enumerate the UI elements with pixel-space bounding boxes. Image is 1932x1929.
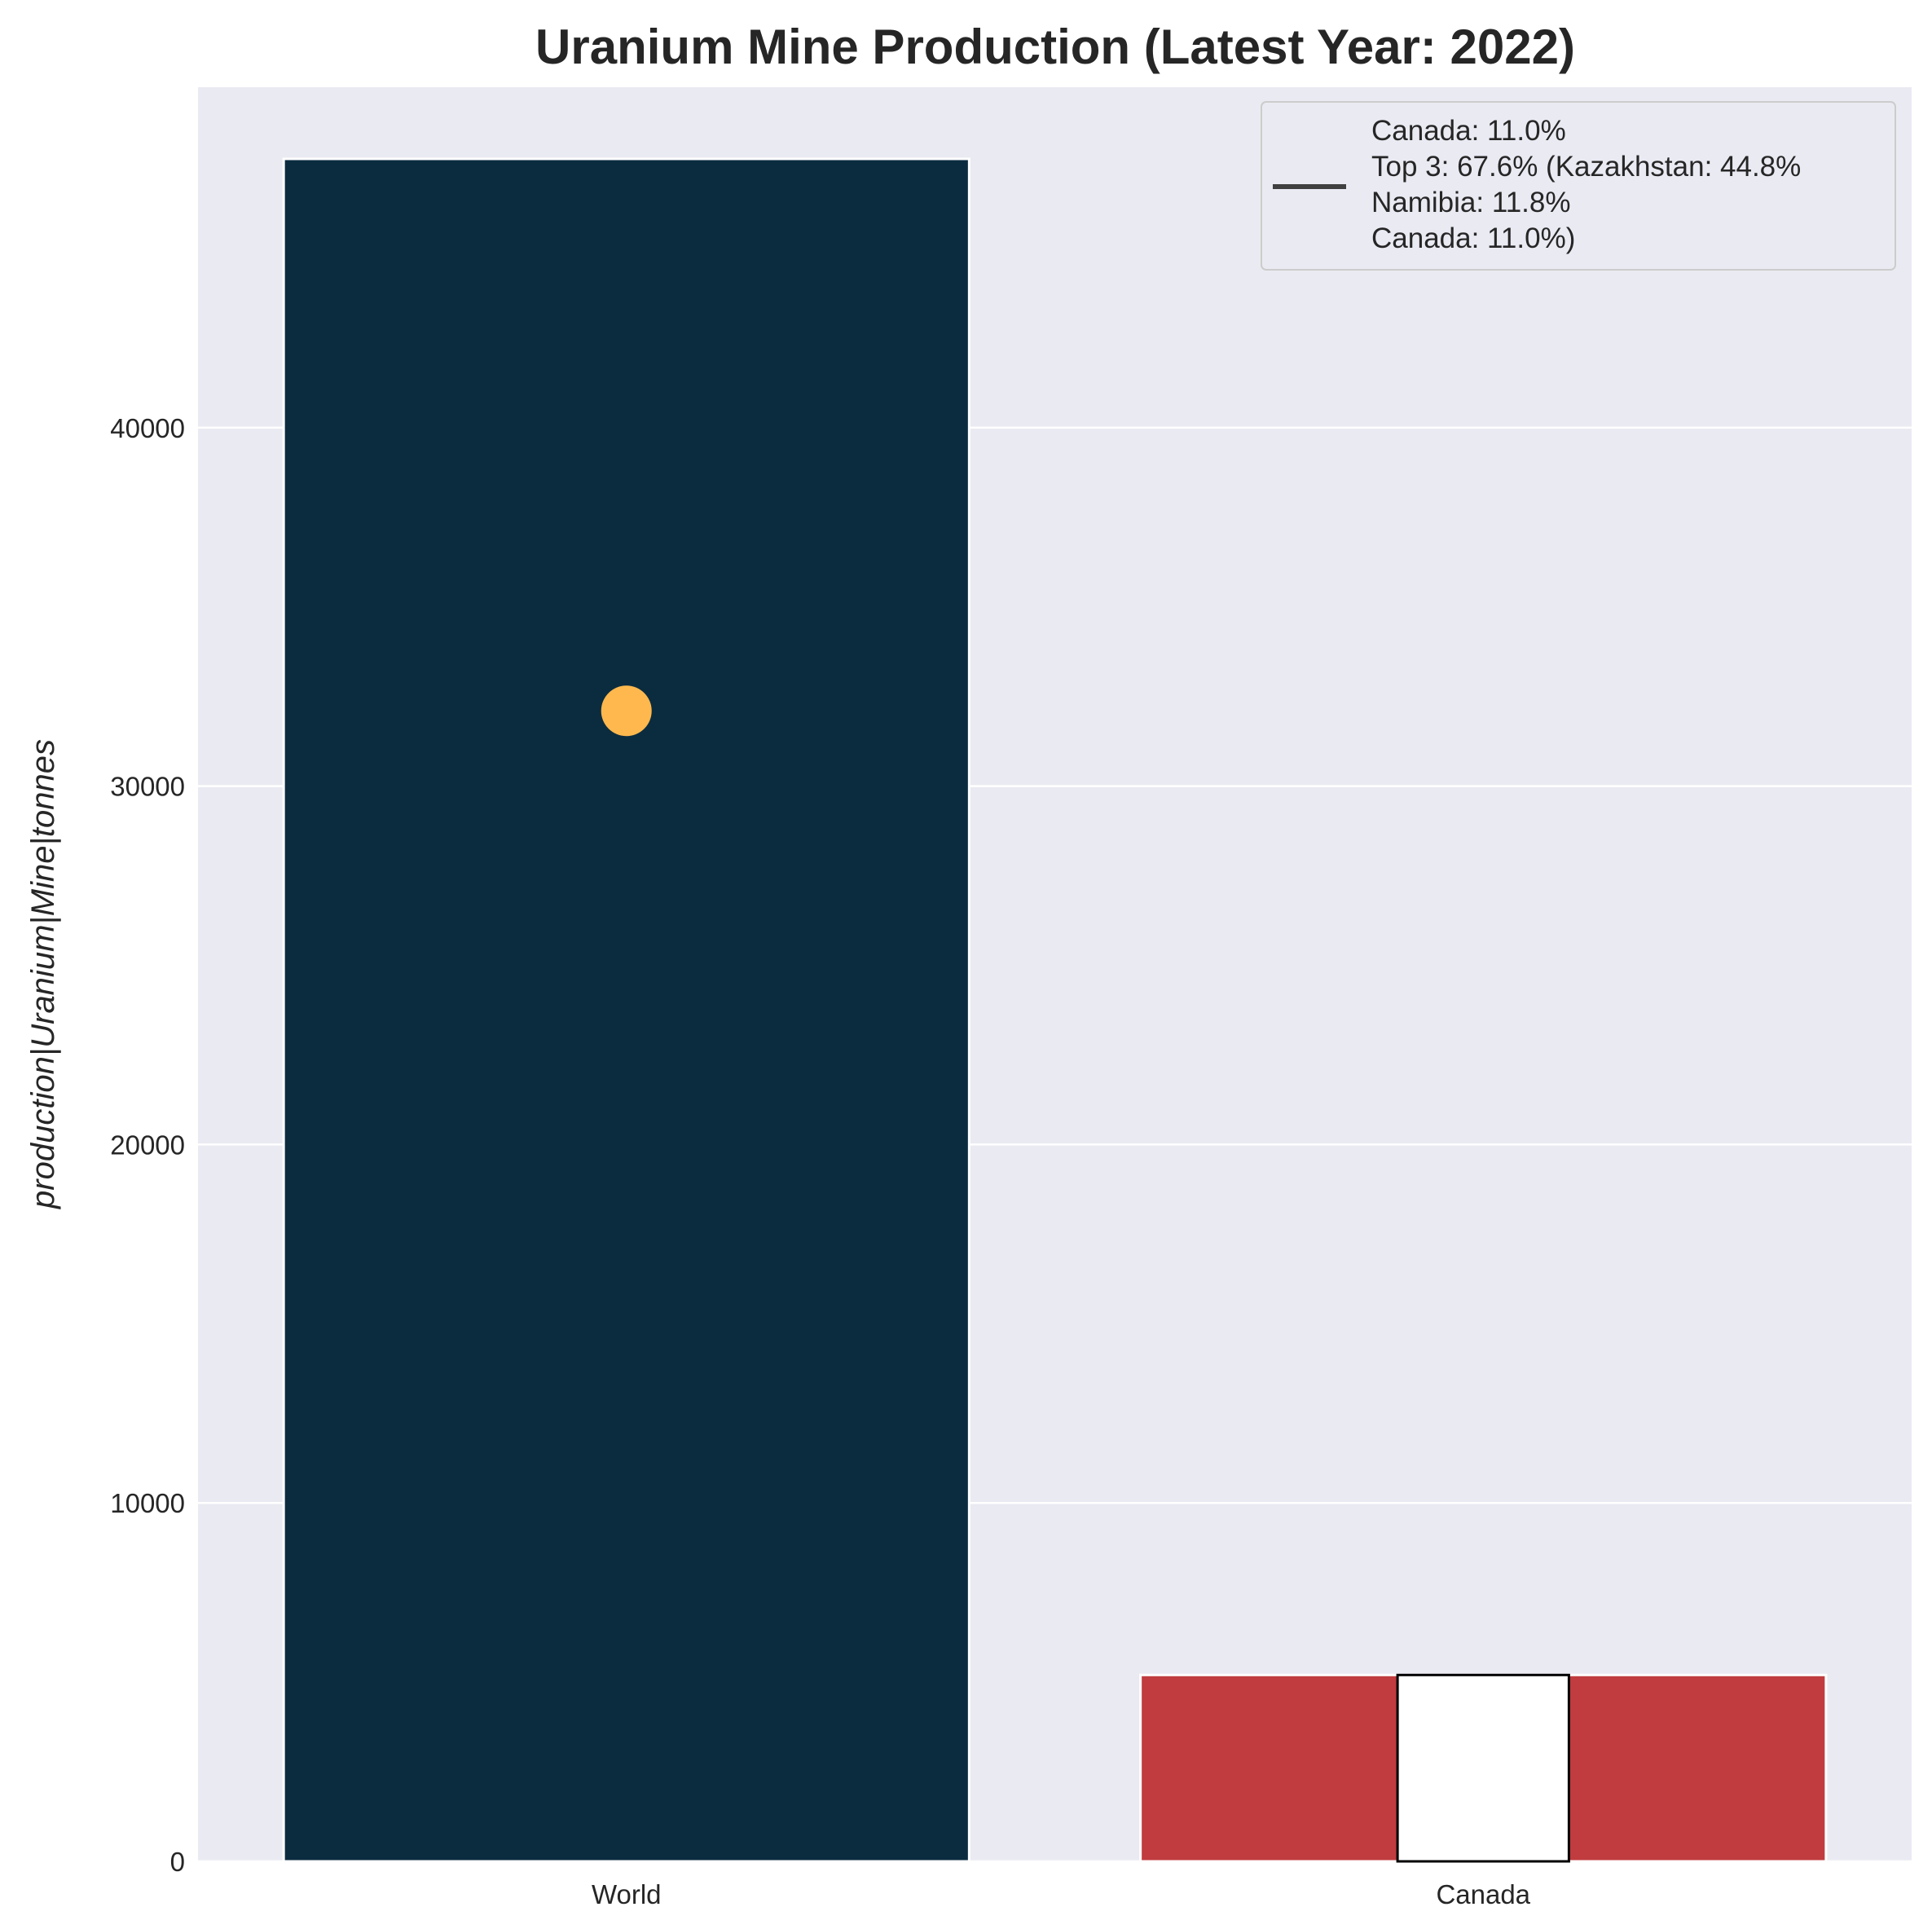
chart-title: Uranium Mine Production (Latest Year: 20… — [535, 20, 1575, 74]
canada-highlight-bar — [1396, 1673, 1570, 1863]
world-marker-dot — [601, 685, 652, 737]
bar-world — [282, 157, 970, 1863]
y-tick-label: 0 — [170, 1847, 185, 1877]
overlays — [601, 685, 1570, 1863]
y-tick-label: 40000 — [110, 413, 185, 443]
legend-line-3: Namibia: 11.8% — [1371, 187, 1570, 218]
legend-line-2: Top 3: 67.6% (Kazakhstan: 44.8% — [1371, 151, 1801, 183]
x-tick-label-canada: Canada — [1436, 1879, 1530, 1909]
y-axis-label: production|Uranium|Mine|tonnes — [25, 739, 61, 1209]
legend: Canada: 11.0% Top 3: 67.6% (Kazakhstan: … — [1261, 101, 1896, 271]
y-tick-label: 30000 — [110, 772, 185, 802]
y-tick-label: 10000 — [110, 1488, 185, 1518]
legend-box — [1261, 101, 1896, 271]
y-tick-label: 20000 — [110, 1130, 185, 1160]
x-tick-label-world: World — [592, 1879, 662, 1909]
legend-line-4: Canada: 11.0%) — [1371, 222, 1575, 254]
legend-line-1: Canada: 11.0% — [1371, 115, 1566, 147]
x-tick-labels: World Canada — [592, 1879, 1531, 1909]
y-tick-labels: 0 10000 20000 30000 40000 — [110, 413, 185, 1877]
